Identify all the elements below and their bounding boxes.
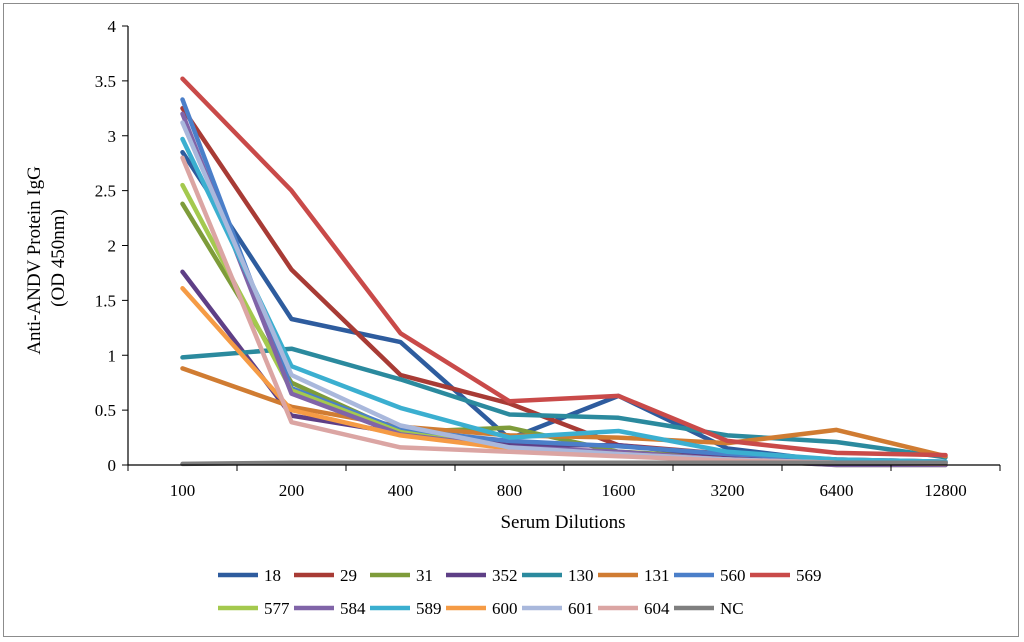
legend: 18 29 31 352 130 131 560 569 577 584 589 600 601 604 N… (218, 566, 822, 618)
axes (122, 25, 1001, 471)
legend-label-600: 600 (492, 599, 518, 618)
legend-label-589: 589 (416, 599, 442, 618)
y-tick-label: 0.5 (95, 401, 116, 420)
legend-label-31: 31 (416, 566, 433, 585)
y-tick-label: 2 (108, 237, 117, 256)
y-tick-label: 4 (108, 17, 117, 36)
y-tick-label: 3 (108, 127, 117, 146)
series-line-NC (180, 460, 948, 467)
legend-label-577: 577 (264, 599, 290, 618)
x-tick-label: 200 (279, 481, 305, 500)
legend-label-601: 601 (568, 599, 594, 618)
legend-label-569: 569 (796, 566, 822, 585)
chart-frame (3, 3, 1019, 637)
y-axis-title-line-2: (OD 450nm) (48, 209, 69, 307)
y-axis-title-line-1: Anti-ANDV Protein IgG (24, 166, 45, 355)
y-tick-label: 1 (108, 346, 117, 365)
y-tick-label: 2.5 (95, 182, 116, 201)
y-tick-label: 0 (108, 456, 117, 475)
series-line-569 (180, 76, 948, 458)
legend-label-130: 130 (568, 566, 594, 585)
legend-label-29: 29 (340, 566, 357, 585)
series-line-589 (180, 136, 948, 464)
legend-label-NC: NC (720, 599, 744, 618)
y-tick-label: 3.5 (95, 72, 116, 91)
y-axis-title: Anti-ANDV Protein IgG (OD 450nm) (24, 161, 69, 354)
x-tick-label: 400 (388, 481, 414, 500)
x-tick-label: 800 (497, 481, 523, 500)
x-tick-label: 12800 (924, 481, 967, 500)
x-tick-label: 6400 (820, 481, 854, 500)
x-axis-title: Serum Dilutions (500, 512, 625, 533)
legend-label-18: 18 (264, 566, 281, 585)
legend-label-584: 584 (340, 599, 366, 618)
x-tick-label: 100 (170, 481, 196, 500)
legend-label-352: 352 (492, 566, 518, 585)
y-tick-label: 1.5 (95, 291, 116, 310)
series-lines (180, 76, 948, 468)
x-tick-label: 1600 (602, 481, 636, 500)
series-line-130 (180, 346, 948, 460)
x-tick-label: 3200 (711, 481, 745, 500)
legend-label-560: 560 (720, 566, 746, 585)
y-tick-labels: 0 0.5 1 1.5 2 2.5 3 3.5 4 (95, 17, 117, 475)
x-tick-labels: 100 200 400 800 1600 3200 6400 12800 (170, 481, 967, 500)
legend-label-131: 131 (644, 566, 670, 585)
legend-label-604: 604 (644, 599, 670, 618)
